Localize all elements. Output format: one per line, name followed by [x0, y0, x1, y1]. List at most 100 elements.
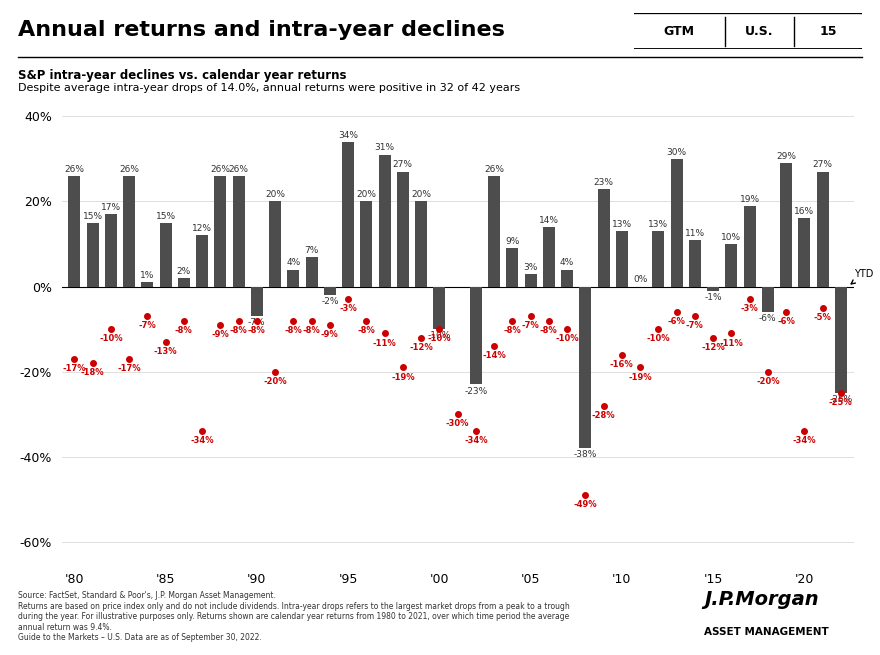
Text: -10%: -10% [428, 331, 451, 340]
FancyBboxPatch shape [625, 13, 869, 49]
Text: 27%: 27% [812, 160, 832, 170]
Text: -16%: -16% [610, 360, 634, 369]
Bar [288, 270, 299, 287]
Text: J.P.Morgan: J.P.Morgan [704, 590, 818, 609]
Bar [269, 202, 281, 287]
Bar [506, 248, 518, 287]
Text: 4%: 4% [286, 259, 300, 267]
Text: -5%: -5% [814, 313, 832, 322]
Bar [434, 287, 445, 329]
Text: YTD: YTD [851, 269, 874, 284]
Bar [361, 202, 372, 287]
Text: 3%: 3% [524, 263, 538, 272]
Text: -8%: -8% [230, 326, 247, 335]
Bar [524, 274, 537, 287]
Text: 1%: 1% [140, 271, 155, 280]
Bar [835, 287, 847, 393]
Bar [616, 231, 627, 287]
Text: -19%: -19% [628, 373, 652, 382]
Text: 19%: 19% [739, 195, 759, 204]
Text: 20%: 20% [265, 191, 285, 199]
Text: -12%: -12% [409, 343, 433, 352]
Text: -8%: -8% [248, 326, 266, 335]
Text: ASSET MANAGEMENT: ASSET MANAGEMENT [704, 627, 829, 637]
Text: -8%: -8% [303, 326, 320, 335]
Bar [817, 172, 828, 287]
Text: -7%: -7% [138, 322, 157, 331]
Text: -18%: -18% [81, 368, 105, 377]
Text: -11%: -11% [720, 339, 744, 348]
Text: Annual returns and intra-year declines: Annual returns and intra-year declines [18, 20, 504, 40]
Bar [781, 163, 792, 287]
Text: 15%: 15% [83, 212, 103, 221]
Text: 26%: 26% [64, 165, 84, 174]
Text: 26%: 26% [229, 165, 249, 174]
Text: 14%: 14% [539, 216, 559, 225]
Text: -7%: -7% [686, 322, 704, 331]
Bar [87, 223, 99, 287]
Text: -1%: -1% [704, 293, 722, 302]
Text: -25%: -25% [829, 395, 853, 404]
Text: 9%: 9% [505, 237, 519, 246]
Bar [342, 142, 354, 287]
Bar [598, 189, 610, 287]
Text: 26%: 26% [484, 165, 504, 174]
Bar [689, 240, 700, 287]
Text: 20%: 20% [356, 191, 377, 199]
Bar [798, 219, 810, 287]
Text: -8%: -8% [503, 326, 521, 335]
Text: -17%: -17% [62, 364, 86, 373]
Text: 0%: 0% [633, 276, 648, 284]
Text: 17%: 17% [101, 203, 121, 212]
Bar [579, 287, 591, 449]
Text: -8%: -8% [175, 326, 193, 335]
Bar [708, 287, 719, 291]
Text: -20%: -20% [263, 377, 287, 386]
Bar [561, 270, 573, 287]
Bar [305, 257, 318, 287]
Text: -34%: -34% [464, 436, 488, 445]
Text: -9%: -9% [321, 330, 339, 339]
Text: -6%: -6% [777, 317, 795, 326]
Text: 13%: 13% [612, 220, 632, 229]
Text: 26%: 26% [119, 165, 139, 174]
Text: 27%: 27% [392, 160, 413, 170]
Text: 15: 15 [819, 25, 837, 37]
Bar [762, 287, 774, 312]
Text: -49%: -49% [574, 500, 598, 510]
Text: -6%: -6% [759, 314, 777, 323]
Bar [69, 176, 80, 287]
Bar [744, 206, 756, 287]
Text: 30%: 30% [666, 148, 686, 157]
Text: 10%: 10% [722, 233, 741, 242]
Text: -11%: -11% [373, 339, 397, 348]
Bar [196, 236, 208, 287]
Text: U.S.: U.S. [745, 25, 774, 37]
Bar [232, 176, 245, 287]
Text: -2%: -2% [321, 297, 339, 306]
Bar [378, 155, 391, 287]
Text: -6%: -6% [668, 317, 686, 326]
Bar [725, 244, 737, 287]
Text: GTM: GTM [664, 25, 695, 37]
Bar [215, 176, 226, 287]
Text: -8%: -8% [284, 326, 302, 335]
Text: -10%: -10% [647, 334, 671, 343]
Text: -38%: -38% [574, 451, 597, 459]
Bar [142, 282, 153, 287]
Text: 34%: 34% [338, 131, 358, 140]
Text: -12%: -12% [701, 343, 725, 352]
Text: 13%: 13% [649, 220, 669, 229]
Bar [105, 214, 117, 287]
Bar [543, 227, 554, 287]
Text: 15%: 15% [156, 212, 176, 221]
Text: -20%: -20% [756, 377, 780, 386]
Text: -10%: -10% [428, 334, 451, 343]
Bar [324, 287, 336, 295]
Text: -8%: -8% [540, 326, 558, 335]
Text: 20%: 20% [411, 191, 431, 199]
Text: -7%: -7% [522, 322, 539, 331]
Text: -30%: -30% [446, 419, 469, 428]
Text: 11%: 11% [685, 229, 705, 238]
Bar [178, 278, 190, 287]
